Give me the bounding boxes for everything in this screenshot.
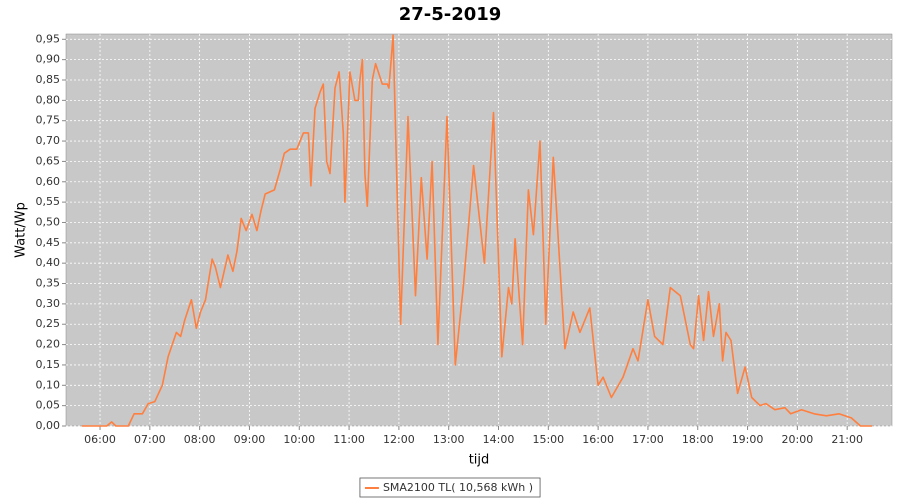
y-tick-label: 0,00 [36, 419, 61, 432]
x-tick-label: 07:00 [134, 433, 166, 446]
y-tick-label: 0,45 [36, 236, 61, 249]
y-tick-label: 0,60 [36, 175, 61, 188]
y-tick-label: 0,30 [36, 297, 61, 310]
x-tick-label: 12:00 [383, 433, 415, 446]
x-tick-label: 21:00 [831, 433, 863, 446]
x-tick-label: 17:00 [632, 433, 664, 446]
y-tick-label: 0,40 [36, 256, 61, 269]
x-tick-label: 08:00 [184, 433, 216, 446]
x-axis-title: tijd [469, 453, 490, 468]
x-tick-label: 16:00 [582, 433, 614, 446]
y-tick-label: 0,05 [36, 399, 61, 412]
x-tick-label: 06:00 [84, 433, 116, 446]
x-tick-label: 15:00 [532, 433, 564, 446]
data-line [81, 34, 873, 427]
y-tick-label: 0,85 [36, 73, 61, 86]
legend-box [359, 477, 541, 498]
y-tick-label: 0,90 [36, 53, 61, 66]
x-tick-label: 10:00 [283, 433, 315, 446]
y-tick-label: 0,10 [36, 378, 61, 391]
plot-area [65, 33, 893, 427]
legend-label: SMA2100 TL( 10,568 kWh ) [383, 481, 533, 494]
x-tick-label: 09:00 [234, 433, 266, 446]
legend: SMA2100 TL( 10,568 kWh ) [359, 477, 541, 498]
y-tick-label: 0,80 [36, 93, 61, 106]
y-tick-label: 0,25 [36, 317, 61, 330]
y-tick-label: 0,15 [36, 358, 61, 371]
y-tick-label: 0,70 [36, 134, 61, 147]
y-tick-label: 0,50 [36, 215, 61, 228]
x-tick-label: 14:00 [483, 433, 515, 446]
y-tick-label: 0,20 [36, 338, 61, 351]
y-axis-title: Watt/Wp [14, 202, 29, 258]
x-tick-label: 13:00 [433, 433, 465, 446]
y-tick-label: 0,75 [36, 114, 61, 127]
y-tick-label: 0,55 [36, 195, 61, 208]
x-tick-label: 18:00 [682, 433, 714, 446]
y-tick-label: 0,35 [36, 277, 61, 290]
y-tick-label: 0,65 [36, 154, 61, 167]
x-tick-label: 20:00 [782, 433, 814, 446]
x-tick-label: 19:00 [732, 433, 764, 446]
x-tick-label: 11:00 [333, 433, 365, 446]
y-tick-label: 0,95 [36, 32, 61, 45]
chart-title: 27-5-2019 [399, 4, 502, 25]
